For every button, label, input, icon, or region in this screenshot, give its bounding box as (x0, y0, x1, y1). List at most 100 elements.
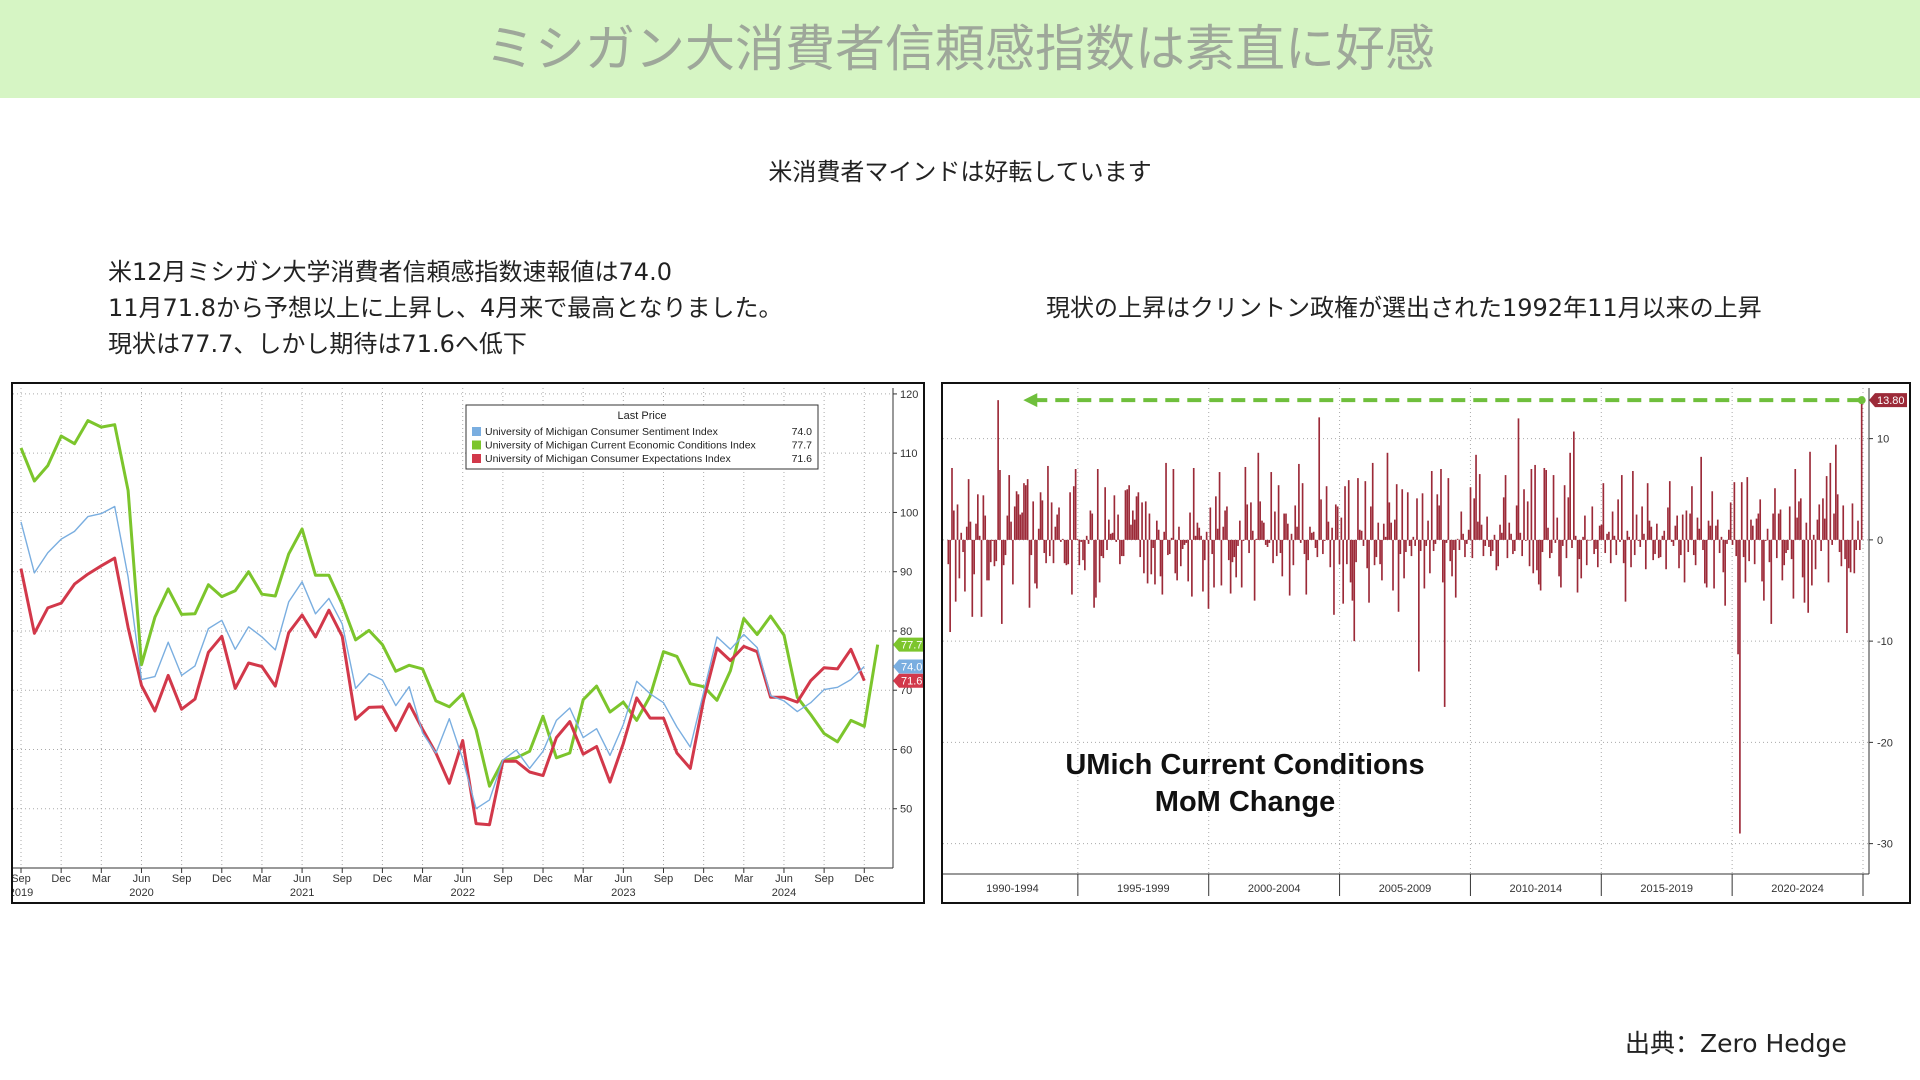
x-tick-month-label: Mar (574, 873, 593, 885)
mom-bar (1550, 539, 1553, 554)
chart-title-line: UMich Current Conditions (1065, 749, 1424, 781)
mom-bar (1209, 507, 1212, 540)
mom-bar (1061, 538, 1064, 540)
mom-bar (1639, 539, 1642, 547)
mom-bar (1347, 480, 1350, 540)
mom-bar (1563, 485, 1566, 540)
mom-bar (1172, 469, 1175, 540)
mom-bar (1102, 539, 1105, 559)
mom-bar (1526, 501, 1529, 540)
x-tick-month-label: Dec (373, 873, 393, 885)
mom-bar (1377, 522, 1380, 540)
mom-bar (1307, 539, 1309, 561)
last-value-tag-text: 77.7 (901, 640, 922, 652)
mom-bar (1275, 539, 1278, 557)
mom-bar (1085, 535, 1088, 540)
mom-bar (1346, 539, 1348, 565)
mom-bar (1654, 539, 1656, 555)
mom-bar (1733, 482, 1736, 540)
mom-bar (1340, 517, 1343, 540)
mom-bar (1047, 465, 1049, 540)
mom-bar (1499, 524, 1501, 540)
mom-bar (1681, 514, 1684, 540)
y-tick-label: 80 (900, 626, 912, 638)
series-line-1 (19, 419, 880, 788)
mom-bar (1816, 519, 1819, 540)
slide-subtitle: 米消費者マインドは好転しています (768, 158, 1152, 186)
mom-bar (1255, 538, 1258, 540)
mom-bar (1761, 539, 1763, 582)
mom-bar (1750, 519, 1752, 540)
mom-bar (969, 521, 972, 540)
legend-series-name: University of Michigan Consumer Sentimen… (485, 426, 719, 438)
mom-bar (1495, 539, 1498, 571)
mom-bar (1082, 539, 1084, 561)
mom-bar (1401, 489, 1404, 540)
mom-bar (1170, 537, 1173, 540)
mom-bar (1253, 539, 1256, 601)
mom-bar (1368, 539, 1370, 603)
mom-bar (1687, 539, 1690, 553)
mom-bar (1338, 539, 1341, 565)
mom-bar (1388, 502, 1391, 540)
mom-bar (1185, 539, 1188, 543)
mom-bar (971, 539, 974, 617)
mom-bar (1584, 515, 1586, 540)
mom-bar (1547, 527, 1549, 540)
mom-bar (1840, 539, 1843, 567)
mom-bar (1048, 539, 1051, 557)
last-value-tag-text: 13.80 (1877, 395, 1905, 407)
mom-bar (1327, 521, 1330, 540)
mom-bar (1622, 539, 1625, 564)
mom-bar (1609, 539, 1612, 564)
mom-bar (1305, 539, 1308, 595)
x-tick-month-label: Jun (614, 873, 632, 885)
mom-bar (1585, 539, 1588, 566)
mom-bar (1565, 539, 1568, 559)
mom-bar (1119, 539, 1121, 565)
mom-bar (1381, 539, 1383, 581)
mom-bar (1198, 527, 1201, 540)
bar-chart-canvas: 10 0 -10 -20 -30 1990-1994 1995-1999 2000-2004 2… (943, 388, 1907, 896)
legend-series-value: 71.6 (792, 453, 813, 465)
mom-bar (1283, 513, 1285, 540)
mom-bar (1635, 514, 1638, 540)
left-note-line-2: 11月71.8から予想以上に上昇し、4月来で最高となりました。 (108, 294, 783, 322)
mom-bar (1028, 539, 1031, 608)
mom-bar (1351, 539, 1354, 601)
mom-bar (1748, 539, 1750, 562)
mom-bar (1657, 539, 1660, 559)
mom-bar (1329, 539, 1332, 568)
plot-area (943, 388, 1869, 874)
mom-bar (1183, 539, 1186, 545)
mom-bar (1606, 533, 1608, 540)
mom-bar (1189, 512, 1191, 540)
mom-bar (1050, 502, 1053, 540)
mom-bar (1801, 539, 1804, 578)
mom-bar (1296, 526, 1298, 540)
x-period-label: 2020-2024 (1771, 883, 1824, 895)
mom-bar (1233, 539, 1236, 558)
mom-bar (1019, 514, 1022, 540)
mom-bar (1148, 513, 1151, 540)
mom-bar (1168, 539, 1171, 555)
mom-bar (1122, 539, 1125, 557)
mom-bar (1715, 525, 1717, 540)
mom-bar (1132, 510, 1134, 540)
mom-bar (988, 539, 990, 581)
mom-bar (1117, 514, 1119, 540)
mom-bar (1176, 539, 1178, 581)
mom-bar (1076, 538, 1079, 540)
mom-bar (1663, 530, 1666, 540)
mom-bar (1796, 517, 1798, 540)
mom-bar (1174, 539, 1177, 574)
mom-bar (978, 535, 981, 540)
mom-bar (1656, 523, 1658, 540)
mom-bar (1659, 539, 1662, 558)
mom-bar (1429, 539, 1431, 574)
mom-bar (1264, 539, 1267, 545)
mom-bar (1218, 472, 1221, 540)
mom-bar (1316, 539, 1319, 558)
mom-bar (1829, 462, 1832, 540)
last-value-tag-shape (893, 637, 923, 652)
